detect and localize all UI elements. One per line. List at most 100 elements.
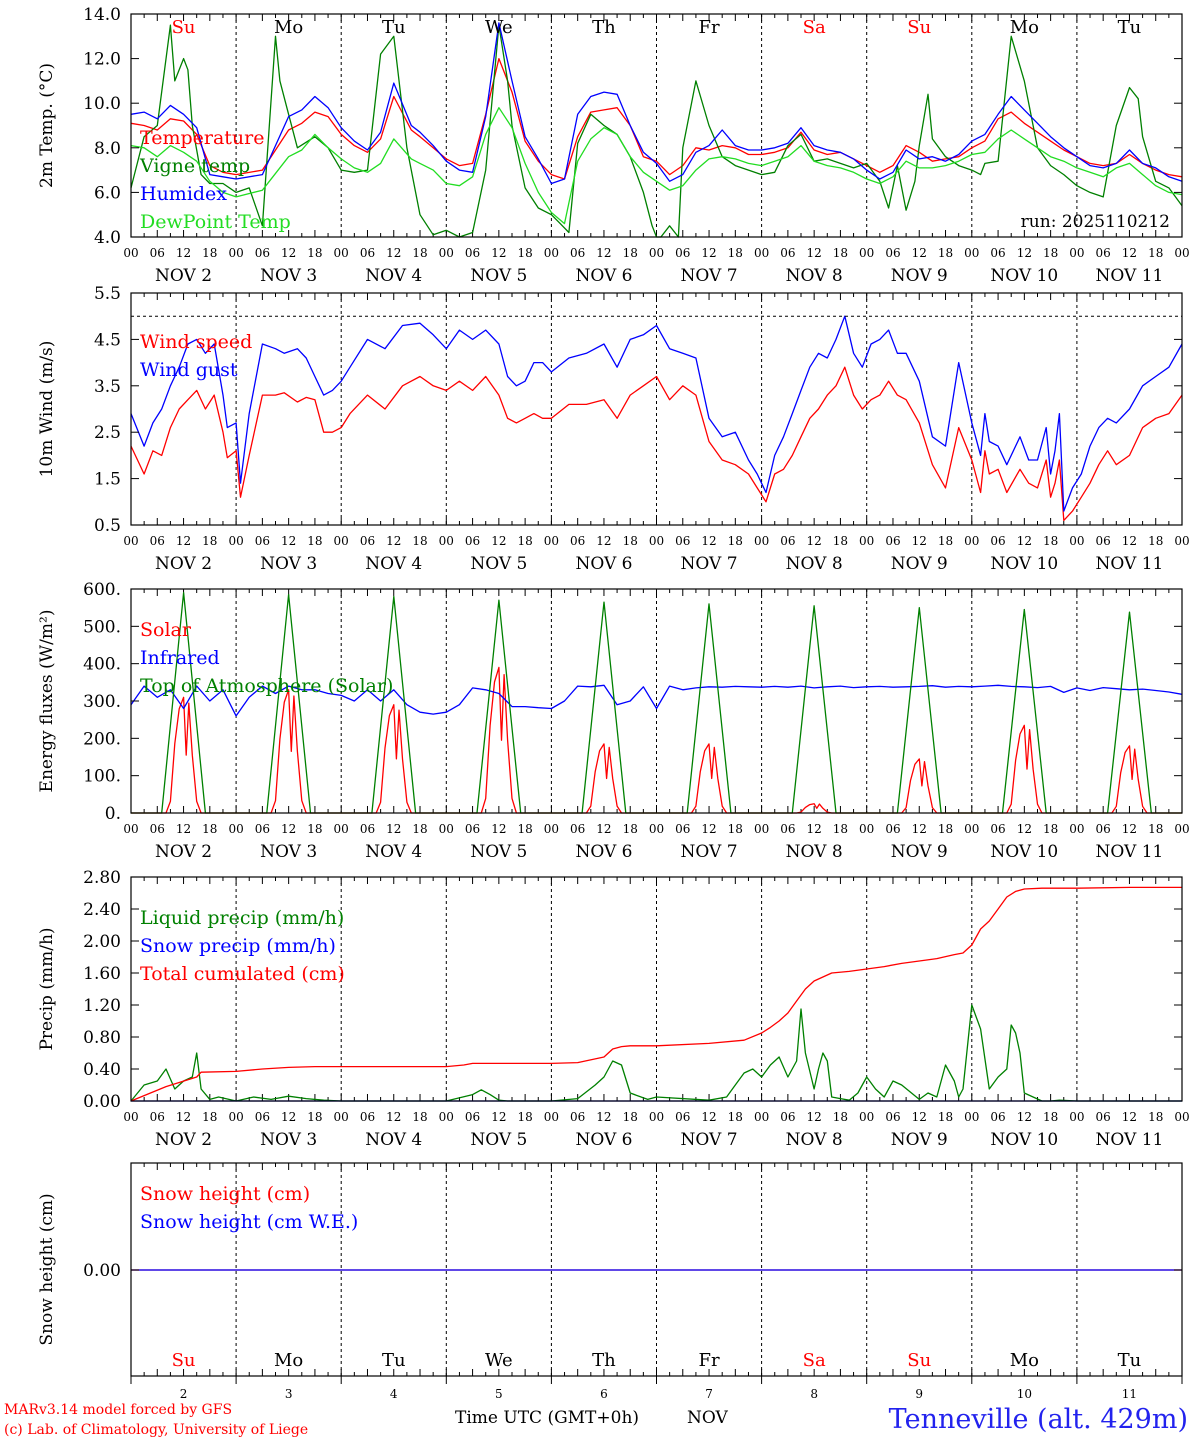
hour-tick-label: 00: [544, 534, 559, 548]
hour-tick-label: 00: [964, 822, 979, 836]
hour-tick-label: 18: [728, 534, 743, 548]
date-label: NOV 11: [1096, 1130, 1164, 1150]
date-label: NOV 3: [260, 554, 317, 574]
date-label: NOV 9: [891, 842, 948, 862]
hour-tick-label: 12: [807, 534, 822, 548]
hour-tick-label: 12: [807, 1110, 822, 1124]
hour-tick-label: 00: [439, 822, 454, 836]
date-label: NOV 7: [681, 842, 738, 862]
hour-tick-label: 06: [885, 1110, 900, 1124]
date-label: NOV 6: [575, 1130, 632, 1150]
date-label: NOV 11: [1096, 842, 1164, 862]
hour-tick-label: 06: [360, 1110, 375, 1124]
y-tick-label: 0.5: [94, 516, 121, 536]
hour-tick-label: 12: [912, 246, 927, 260]
panel-energy: 0. 100. 200. 300. 400. 500. 600. Energy fluxes …: [37, 580, 1190, 862]
hour-tick-label: 18: [938, 246, 953, 260]
hour-tick-label: 18: [833, 246, 848, 260]
y-tick-label: 1.5: [94, 470, 121, 490]
hour-tick-label: 18: [623, 534, 638, 548]
hour-tick-label: 06: [990, 246, 1005, 260]
hour-tick-label: 18: [1148, 822, 1163, 836]
hour-tick-label: 12: [281, 246, 296, 260]
hour-tick-label: 00: [228, 1110, 243, 1124]
date-label: NOV 9: [891, 554, 948, 574]
hour-tick-label: 12: [1122, 1110, 1137, 1124]
y-tick-label: 8.0: [94, 139, 121, 159]
day-name: Tu: [1118, 17, 1142, 38]
hour-tick-label: 00: [228, 246, 243, 260]
hour-tick-label: 12: [386, 1110, 401, 1124]
hour-tick-label: 06: [465, 822, 480, 836]
hour-tick-label: 00: [1069, 246, 1084, 260]
y-tick-label: 12.0: [83, 50, 121, 70]
day-name: Mo: [274, 17, 303, 38]
hour-tick-label: 06: [885, 534, 900, 548]
legend-entry: Total cumulated (cm): [140, 963, 345, 985]
hour-tick-label: 18: [728, 246, 743, 260]
hour-tick-label: 18: [1043, 534, 1058, 548]
footer-month: NOV: [687, 1408, 729, 1428]
hour-tick-label: 18: [517, 1110, 532, 1124]
hour-tick-label: 00: [544, 822, 559, 836]
day-name: Tu: [382, 17, 406, 38]
hour-tick-label: 06: [675, 1110, 690, 1124]
legend-entry: Snow precip (mm/h): [140, 935, 336, 957]
date-label: NOV 2: [155, 1130, 212, 1150]
day-number: 3: [285, 1387, 293, 1401]
series-humidex: [130, 22, 1183, 185]
hour-tick-label: 00: [544, 246, 559, 260]
run-label: run: 2025110212: [1021, 212, 1170, 232]
date-label: NOV 11: [1096, 266, 1164, 286]
hour-tick-label: 18: [412, 1110, 427, 1124]
hour-tick-label: 18: [307, 534, 322, 548]
hour-tick-label: 06: [675, 246, 690, 260]
hour-tick-label: 12: [701, 246, 716, 260]
hour-tick-label: 12: [596, 1110, 611, 1124]
hour-tick-label: 00: [859, 534, 874, 548]
day-name: Fr: [699, 17, 720, 38]
day-name: Sa: [803, 1350, 826, 1371]
day-name: Tu: [1118, 1350, 1142, 1371]
y-tick-label: 14.0: [83, 5, 121, 25]
hour-tick-label: 00: [123, 1110, 138, 1124]
hour-tick-label: 18: [938, 1110, 953, 1124]
hour-tick-label: 12: [281, 1110, 296, 1124]
date-label: NOV 8: [786, 842, 843, 862]
hour-tick-label: 18: [307, 822, 322, 836]
hour-tick-label: 06: [780, 534, 795, 548]
hour-tick-label: 00: [649, 246, 664, 260]
hour-tick-label: 06: [150, 534, 165, 548]
hour-tick-label: 12: [912, 1110, 927, 1124]
hour-tick-label: 18: [728, 1110, 743, 1124]
hour-tick-label: 12: [176, 1110, 191, 1124]
y-tick-label: 3.5: [94, 377, 121, 397]
date-label: NOV 5: [470, 266, 527, 286]
hour-tick-label: 12: [386, 246, 401, 260]
day-name: Sa: [803, 17, 826, 38]
date-label: NOV 7: [681, 1130, 738, 1150]
y-tick-label: 2.40: [83, 900, 121, 920]
hour-tick-label: 12: [596, 822, 611, 836]
hour-tick-label: 06: [465, 246, 480, 260]
hour-tick-label: 12: [1017, 534, 1032, 548]
hour-tick-label: 06: [885, 246, 900, 260]
hour-tick-label: 06: [1096, 822, 1111, 836]
hour-tick-label: 06: [360, 534, 375, 548]
hour-tick-label: 18: [1043, 1110, 1058, 1124]
series-dewpoint-temp: [130, 107, 1183, 225]
hour-tick-label: 18: [1148, 534, 1163, 548]
y-tick-label: 0.00: [83, 1261, 121, 1281]
day-name: Mo: [274, 1350, 303, 1371]
date-label: NOV 11: [1096, 554, 1164, 574]
hour-tick-label: 18: [517, 534, 532, 548]
hour-tick-label: 00: [1069, 822, 1084, 836]
hour-tick-label: 18: [202, 246, 217, 260]
series-wind-speed: [130, 366, 1183, 522]
hour-tick-label: 12: [701, 822, 716, 836]
hour-tick-label: 00: [1174, 822, 1189, 836]
day-name: Fr: [699, 1350, 720, 1371]
day-name: Su: [172, 1350, 196, 1371]
legend-entry: Humidex: [140, 183, 227, 205]
date-label: NOV 8: [786, 554, 843, 574]
